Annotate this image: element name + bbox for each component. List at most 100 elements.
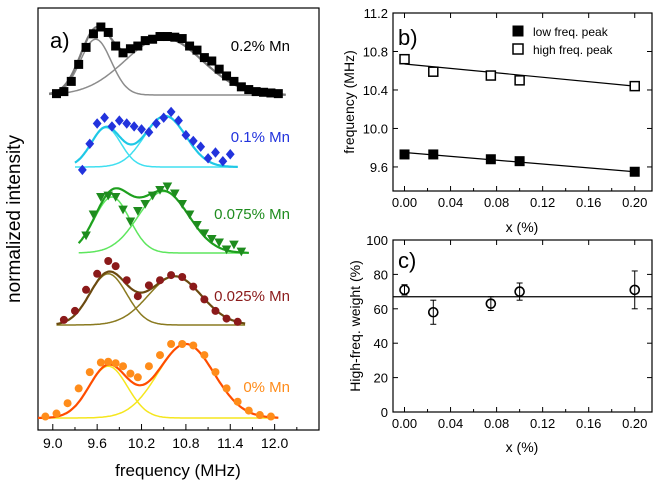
y-tick-label: 20 [374,371,388,386]
data-point-4-6 [104,357,113,366]
data-point-4-11 [144,362,153,371]
data-point-3-3 [93,269,102,278]
data-point-0-30 [273,89,283,99]
data-point-b-0-2 [485,154,496,165]
data-point-2-17 [206,235,217,244]
legend-marker-low [512,25,524,37]
component-curve-1-0 [74,126,238,168]
data-point-3-12 [189,282,198,291]
data-point-1-11 [159,112,169,123]
data-point-2-2 [96,193,106,202]
y-tick-label: 10.0 [363,121,388,136]
data-point-3-14 [211,306,220,315]
data-point-0-13 [148,34,158,44]
y-tick-label: 100 [366,233,388,248]
data-point-1-16 [196,141,206,152]
data-point-0-28 [259,87,269,97]
fit-line-1 [404,63,635,87]
data-point-0-8 [111,41,121,51]
data-point-b-1-4 [629,80,640,92]
data-point-2-12 [170,189,180,199]
data-point-2-13 [177,200,187,209]
data-point-0-14 [155,32,165,42]
y-tick-label: 40 [374,336,388,351]
data-point-1-15 [188,135,198,147]
data-point-1-17 [203,153,213,164]
y-tick-label: 80 [374,267,388,282]
data-point-2-4 [110,193,121,202]
data-point-4-15 [189,341,198,350]
data-point-4-16 [200,351,209,360]
data-point-1-2 [92,118,102,129]
data-point-1-4 [107,121,117,132]
data-point-3-11 [178,273,187,281]
data-point-0-19 [192,45,202,55]
series-label-1: 0.1% Mn [231,129,290,146]
y-tick-label: 10.8 [363,44,388,59]
data-point-4-0 [41,412,50,421]
data-point-3-2 [82,285,91,294]
data-point-2-15 [192,221,202,230]
data-point-0-21 [207,56,217,66]
data-point-1-18 [211,147,220,158]
data-point-1-5 [114,115,124,126]
data-point-3-13 [200,295,209,304]
x-tick-label-a: 12.0 [261,435,288,451]
data-point-0-24 [229,76,239,86]
data-point-3-0 [59,315,68,324]
data-point-2-14 [184,210,195,220]
x-tick-label: 0.00 [392,416,417,431]
data-point-1-0 [77,164,87,176]
series-label-0: 0.2% Mn [231,38,290,55]
panel-b-ylabel: frequency (MHz) [341,50,357,153]
data-point-4-3 [74,384,83,393]
data-point-1-6 [122,118,132,129]
data-point-c-4 [629,284,641,296]
series-label-3: 0.025% Mn [214,288,290,305]
data-point-4-12 [156,351,165,360]
data-point-2-21 [236,247,247,257]
data-point-0-11 [133,41,143,51]
data-point-0-26 [244,85,254,95]
data-point-2-3 [103,191,114,201]
data-point-0-22 [214,64,224,74]
data-point-1-3 [100,112,109,123]
data-point-0-7 [103,27,113,37]
data-point-3-9 [156,276,165,285]
x-tick-label: 0.04 [438,195,463,210]
data-point-4-2 [63,399,72,408]
data-point-3-4 [104,257,113,265]
data-point-c-1 [427,306,439,318]
panel-a-xlabel: frequency (MHz) [115,461,241,480]
data-point-4-8 [119,362,128,371]
data-point-b-1-0 [399,53,410,65]
data-point-0-29 [266,88,276,98]
y-tick-label: 11.2 [364,6,388,21]
data-point-0-1 [59,87,69,97]
x-tick-label: 0.16 [576,195,601,210]
x-tick-label-a: 11.4 [217,435,243,451]
data-point-0-25 [236,82,246,92]
data-point-b-1-1 [428,66,439,77]
legend-label-low: low freq. peak [533,25,609,39]
series-label-4: 0% Mn [243,379,290,396]
data-point-3-15 [222,314,231,323]
data-point-4-17 [211,368,220,377]
data-point-3-6 [122,276,131,285]
x-tick-label-a: 10.8 [172,435,199,451]
data-point-b-1-2 [485,70,497,81]
x-tick-label: 0.20 [622,416,647,431]
data-point-0-12 [140,36,150,46]
panel-a-ylabel: normalized intensity [4,135,25,303]
data-point-3-7 [133,292,142,301]
data-point-b-0-3 [514,156,525,167]
panel-b-xlabel: x (%) [506,219,539,235]
data-point-0-3 [74,59,84,69]
panel-c-xlabel: x (%) [506,439,539,455]
data-point-2-19 [221,245,232,255]
data-point-0-10 [125,44,135,54]
y-tick-label: 9.6 [370,160,388,175]
data-point-c-0 [399,284,410,296]
x-tick-label: 0.12 [530,416,555,431]
